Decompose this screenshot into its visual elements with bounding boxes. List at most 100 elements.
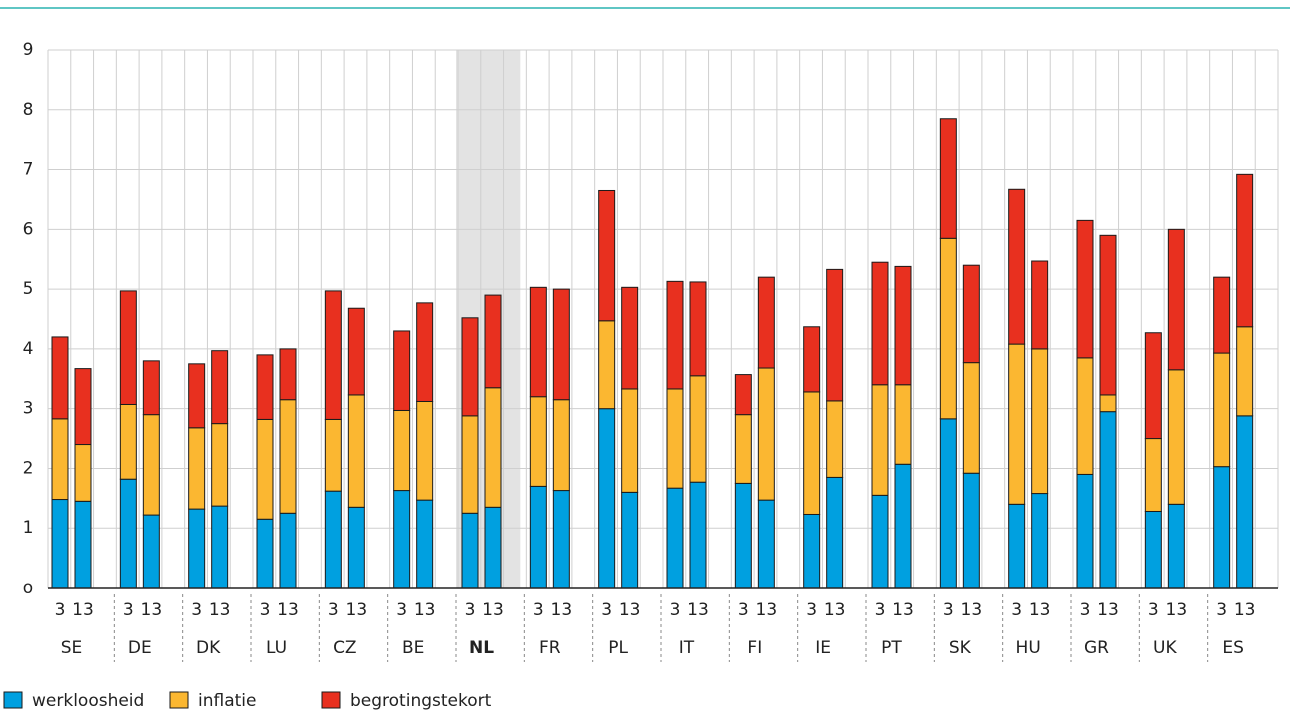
bar-segment: [74, 444, 92, 502]
sub-tick-label: 13: [141, 600, 163, 620]
bar-segment: [1213, 466, 1231, 589]
bar-segment: [529, 485, 547, 589]
sub-tick-label: 3: [875, 600, 886, 620]
bar-segment: [757, 499, 775, 589]
sub-tick-label: 13: [1234, 600, 1256, 620]
sub-tick-label: 13: [346, 600, 368, 620]
legend-label: inflatie: [198, 691, 256, 711]
sub-tick-label: 3: [533, 600, 544, 620]
x-tick-label: LU: [266, 638, 287, 658]
bar-segment: [598, 408, 616, 589]
sub-tick-label: 3: [1216, 600, 1227, 620]
bar-segment: [51, 499, 69, 589]
bar-segment: [1076, 219, 1094, 359]
y-tick-label: o: [23, 578, 33, 598]
sub-tick-label: 13: [619, 600, 641, 620]
bar-segment: [871, 261, 889, 386]
sub-tick-label: 3: [260, 600, 271, 620]
legend-label: werkloosheid: [32, 691, 144, 711]
bar-segment: [803, 391, 821, 515]
sub-tick-label: 13: [209, 600, 231, 620]
bar-segment: [1099, 411, 1117, 589]
bar-segment: [188, 427, 206, 510]
bar-segment: [119, 403, 137, 480]
sub-tick-label: 3: [191, 600, 202, 620]
bar-segment: [734, 414, 752, 484]
bar-segment: [74, 500, 92, 589]
bar-segment: [1167, 503, 1185, 589]
bar-segment: [1213, 276, 1231, 354]
bar-segment: [74, 368, 92, 446]
sub-tick-label: 3: [806, 600, 817, 620]
y-tick-label: 6: [23, 219, 34, 239]
bar-segment: [416, 400, 434, 501]
sub-tick-label: 3: [55, 600, 66, 620]
bar-segment: [757, 276, 775, 369]
bar-segment: [211, 505, 229, 589]
bar-segment: [962, 472, 980, 589]
bar-segment: [666, 388, 684, 489]
bar-segment: [142, 360, 160, 416]
x-tick-label: ES: [1222, 638, 1244, 658]
bar-segment: [1031, 260, 1049, 350]
bar-segment: [871, 494, 889, 589]
x-tick-label: CZ: [333, 638, 357, 658]
sub-tick-label: 13: [824, 600, 846, 620]
y-tick-label: 5: [23, 279, 34, 299]
x-tick-label: FR: [539, 638, 561, 658]
x-tick-label: GR: [1084, 638, 1109, 658]
bar-segment: [621, 491, 639, 589]
bar-segment: [484, 294, 502, 389]
sub-tick-label: 13: [482, 600, 504, 620]
bar-segment: [962, 264, 980, 364]
x-tick-label: PL: [608, 638, 628, 658]
bar-segment: [119, 478, 137, 589]
legend-label: begrotingstekort: [350, 691, 492, 711]
y-tick-label: 8: [23, 100, 34, 120]
bar-segment: [416, 499, 434, 589]
bar-segment: [393, 409, 411, 492]
bar-segment: [461, 317, 479, 417]
bar-segment: [621, 388, 639, 493]
bar-segment: [1076, 473, 1094, 589]
bar-segment: [1167, 369, 1185, 505]
bar-segment: [757, 367, 775, 501]
bar-segment: [1008, 343, 1026, 505]
bar-segment: [1236, 326, 1254, 417]
bar-segment: [1144, 438, 1162, 512]
bar-segment: [393, 330, 411, 411]
bar-segment: [734, 374, 752, 416]
legend-swatch: [321, 691, 341, 709]
bar-segment: [826, 268, 844, 402]
sub-tick-label: 3: [396, 600, 407, 620]
bar-segment: [324, 290, 342, 420]
sub-tick-label: 13: [1166, 600, 1188, 620]
bar-segment: [803, 326, 821, 393]
y-tick-label: 7: [23, 160, 34, 180]
sub-tick-label: 13: [687, 600, 709, 620]
bar-segment: [142, 414, 160, 516]
bar-segment: [1008, 503, 1026, 589]
sub-tick-label: 13: [414, 600, 436, 620]
bar-segment: [621, 286, 639, 390]
bar-segment: [529, 286, 547, 398]
bar-segment: [484, 506, 502, 589]
y-tick-label: 9: [23, 40, 34, 60]
bar-segment: [894, 384, 912, 465]
bar-segment: [211, 350, 229, 425]
bar-segment: [894, 265, 912, 386]
bar-segment: [279, 399, 297, 514]
bar-segment: [552, 288, 570, 401]
bar-segment: [529, 396, 547, 487]
bar-segment: [1031, 348, 1049, 495]
bar-segment: [689, 281, 707, 377]
x-tick-label: BE: [402, 638, 424, 658]
bar-segment: [598, 189, 616, 322]
bar-segment: [51, 418, 69, 501]
sub-tick-label: 3: [1011, 600, 1022, 620]
bar-segment: [347, 307, 365, 396]
x-tick-label: SK: [949, 638, 972, 658]
x-tick-label: FI: [747, 638, 762, 658]
bar-segment: [552, 490, 570, 589]
